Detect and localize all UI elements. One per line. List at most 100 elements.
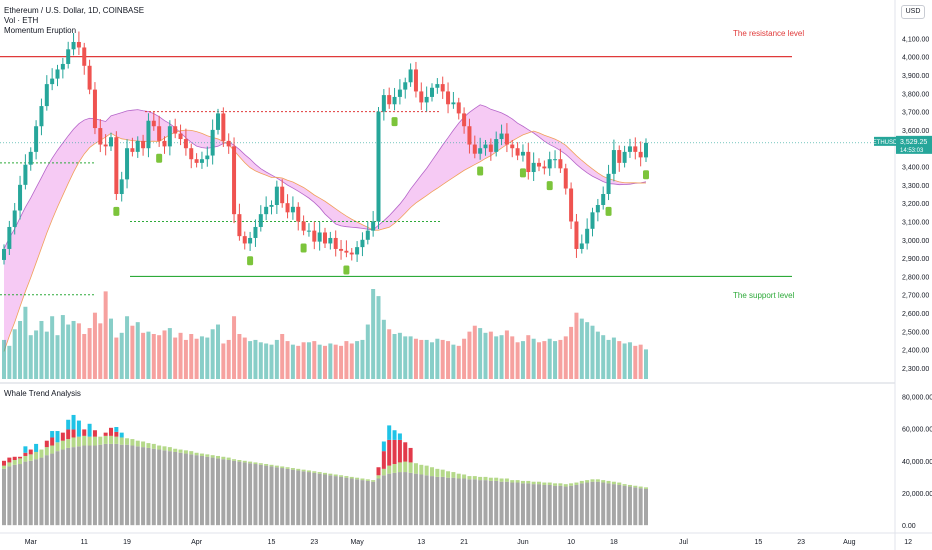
volume-bar — [82, 334, 87, 379]
time-tick-label: 19 — [123, 539, 131, 546]
whale-bar-red — [376, 467, 381, 476]
whale-bar-red — [2, 460, 6, 466]
signal-marker — [247, 256, 254, 266]
volume-bar — [242, 337, 247, 379]
whale-bar-base — [611, 484, 616, 526]
volume-bar — [494, 336, 499, 379]
whale-bar-green — [553, 483, 558, 486]
whale-bar-base — [157, 449, 162, 526]
whale-bar-base — [424, 475, 429, 526]
whale-bar-base — [92, 445, 97, 526]
whale-bar-green — [306, 470, 311, 473]
whale-bar-base — [585, 482, 590, 526]
whale-bar-green — [601, 480, 606, 483]
candle — [114, 131, 119, 201]
currency-button[interactable]: USD — [901, 5, 925, 19]
whale-bar-green — [210, 455, 215, 458]
candle — [601, 186, 606, 210]
volume-bar — [141, 332, 146, 379]
candle — [360, 232, 365, 257]
whale-bar-base — [18, 464, 23, 526]
volume-bar — [553, 341, 558, 379]
candle-body — [232, 146, 237, 215]
volume-bar — [253, 339, 258, 379]
candle — [483, 139, 488, 156]
whale-bar-green — [526, 480, 531, 484]
candle — [462, 107, 467, 134]
candle — [451, 91, 456, 109]
candle-body — [403, 82, 408, 90]
whale-bar-base — [633, 487, 638, 526]
candle — [590, 207, 595, 237]
whale-bar-green — [18, 458, 23, 465]
whale-bar-base — [274, 467, 279, 526]
time-tick-label: May — [350, 539, 364, 546]
candle — [537, 158, 541, 172]
volume-bar — [574, 312, 579, 379]
candle — [430, 83, 434, 102]
candle — [178, 124, 183, 146]
volume-bar — [558, 339, 563, 379]
candle — [478, 137, 483, 160]
volume-bar — [55, 335, 60, 379]
price-tick-label: 3,600.00 — [902, 128, 929, 135]
symbol-title: Ethereum / U.S. Dollar, 1D, COINBASE — [4, 6, 145, 15]
whale-bar-base — [430, 476, 434, 526]
candle — [23, 154, 28, 190]
whale-bar-base — [306, 472, 311, 526]
volume-bar — [23, 306, 28, 379]
candle — [66, 41, 71, 69]
candle — [638, 141, 643, 167]
candle — [258, 205, 263, 232]
candle-body — [360, 239, 365, 248]
candle-body — [606, 173, 611, 195]
volume-bar — [109, 318, 113, 379]
whale-bar-green — [627, 484, 632, 487]
volume-bar — [151, 334, 156, 379]
volume-bar — [355, 341, 360, 379]
whale-bar-base — [488, 480, 493, 526]
whale-bar-base — [403, 472, 408, 526]
whale-bar-green — [109, 435, 113, 444]
volume-bar — [312, 341, 317, 379]
whale-bar-base — [478, 480, 483, 526]
volume-bar — [627, 342, 632, 379]
candle-body — [2, 248, 6, 260]
volume-bar — [381, 319, 386, 379]
whale-bar-green — [371, 480, 376, 482]
candle — [7, 220, 12, 255]
candle — [494, 131, 499, 157]
volume-bar — [7, 345, 12, 379]
whale-bar-base — [296, 470, 301, 526]
candle — [531, 152, 536, 182]
whale-bar-base — [451, 477, 456, 526]
volume-bar — [371, 289, 376, 379]
volume-bar — [317, 344, 322, 379]
whale-bar-green — [365, 479, 370, 481]
price-tick-label: 3,800.00 — [902, 91, 929, 98]
volume-bar — [178, 332, 183, 379]
candle-body — [451, 102, 456, 105]
volume-bar — [579, 318, 584, 379]
whale-bar-base — [574, 484, 579, 526]
whale-bar-base — [264, 465, 269, 526]
volume-bar — [542, 341, 547, 379]
candle-body — [622, 151, 627, 163]
candle-body — [344, 250, 349, 253]
candle-body — [446, 91, 451, 105]
whale-bar-green — [248, 461, 253, 464]
volume-bar — [2, 339, 6, 379]
candle-body — [151, 120, 156, 127]
candle — [306, 223, 311, 237]
candle-body — [323, 232, 327, 244]
volume-bar — [39, 320, 44, 379]
whale-tick-label: 40,000.00 — [902, 459, 932, 466]
whale-bar-green — [146, 443, 151, 448]
whale-bar-base — [50, 453, 55, 526]
volume-bar — [146, 331, 151, 379]
candle — [167, 120, 172, 156]
volume-bar — [483, 332, 488, 379]
whale-bar-base — [440, 476, 445, 526]
candle — [71, 33, 76, 56]
